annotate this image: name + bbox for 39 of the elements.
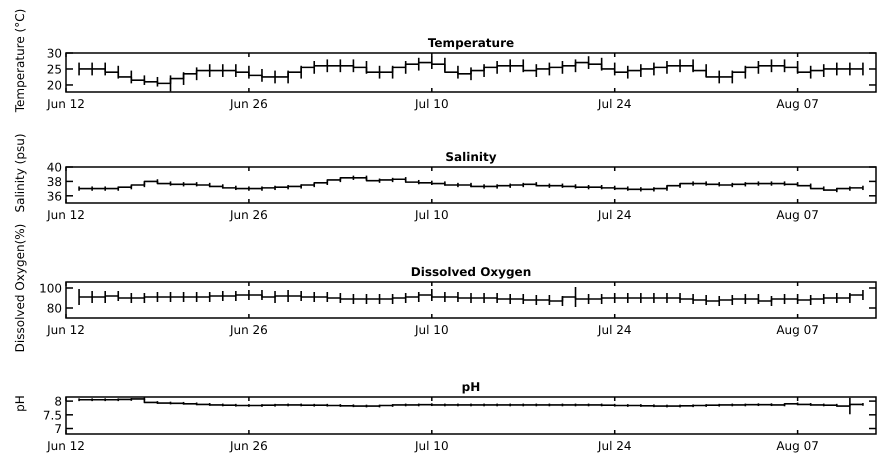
x-tick-label: Aug 07 xyxy=(776,323,819,337)
chart-title: pH xyxy=(462,380,480,394)
x-tick-label: Jun 26 xyxy=(228,323,268,337)
x-tick-label: Jul 24 xyxy=(596,208,632,222)
x-tick-label: Jun 12 xyxy=(46,97,85,111)
chart-title: Temperature xyxy=(428,36,514,50)
y-tick-label: 20 xyxy=(46,78,62,92)
x-tick-label: Jul 24 xyxy=(596,97,632,111)
x-tick-label: Jun 26 xyxy=(228,439,268,453)
y-tick-label: 80 xyxy=(46,302,62,316)
y-axis-title: pH xyxy=(13,395,27,412)
y-tick-label: 36 xyxy=(46,189,62,204)
y-axis-title: Dissolved Oxygen(%) xyxy=(13,224,27,352)
x-tick-label: Jul 10 xyxy=(414,323,449,337)
x-tick-label: Jun 26 xyxy=(228,208,268,222)
chart-title: Dissolved Oxygen xyxy=(410,265,532,279)
y-axis-title: Temperature (°C) xyxy=(13,8,27,114)
x-tick-label: Aug 07 xyxy=(776,208,819,222)
y-tick-label: 38 xyxy=(46,174,62,189)
y-tick-label: 8 xyxy=(54,394,62,409)
x-tick-label: Jul 10 xyxy=(414,97,449,111)
y-tick-label: 40 xyxy=(46,160,62,174)
x-tick-label: Jun 26 xyxy=(228,97,268,111)
x-tick-label: Jul 24 xyxy=(596,439,632,453)
x-tick-label: Jun 12 xyxy=(46,323,85,337)
x-tick-label: Aug 07 xyxy=(776,97,819,111)
y-tick-label: 25 xyxy=(46,62,62,76)
x-tick-label: Jun 12 xyxy=(46,439,85,453)
y-tick-label: 7 xyxy=(54,422,62,436)
y-axis-title: Salinity (psu) xyxy=(13,133,27,213)
x-tick-label: Jul 24 xyxy=(596,323,632,337)
chart-title: Salinity xyxy=(445,150,497,164)
y-tick-label: 7.5 xyxy=(42,408,62,422)
x-tick-label: Jul 10 xyxy=(414,439,449,453)
x-tick-label: Jul 10 xyxy=(414,208,449,222)
x-tick-label: Jun 12 xyxy=(46,208,85,222)
y-tick-label: 30 xyxy=(46,46,62,60)
x-tick-label: Aug 07 xyxy=(776,439,819,453)
y-tick-label: 100 xyxy=(39,282,62,296)
